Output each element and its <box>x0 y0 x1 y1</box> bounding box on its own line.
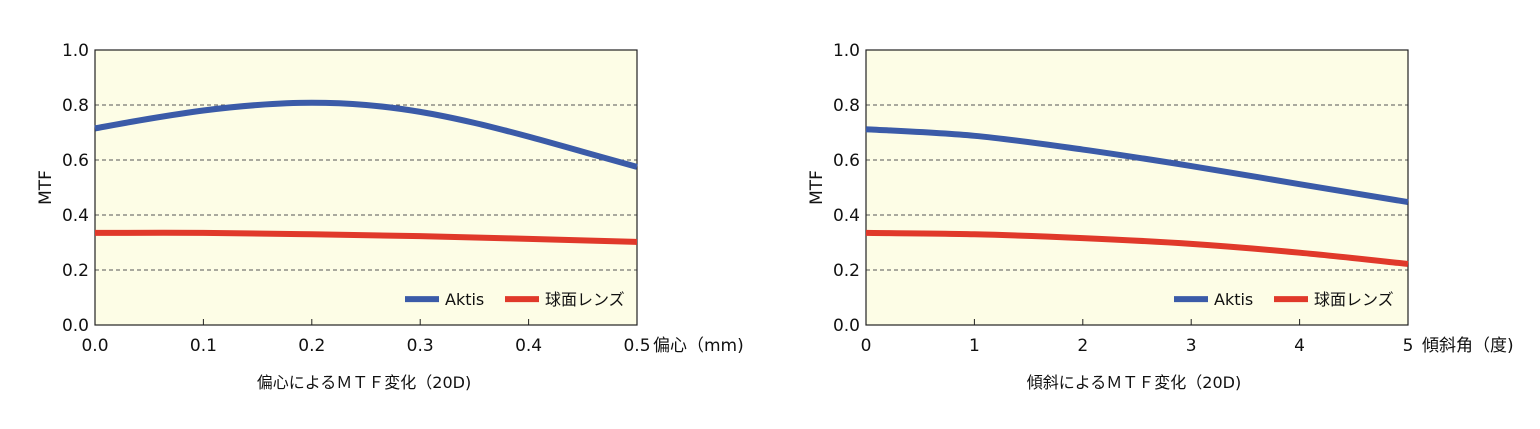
series-line-aktis <box>94 99 638 170</box>
plot-frame <box>94 49 638 326</box>
x-axis-label: 傾斜角（度) <box>1422 336 1514 356</box>
y-tick-label: 0.2 <box>62 261 89 281</box>
x-tick-label: 0.3 <box>407 336 434 356</box>
legend-label: 球面レンズ <box>545 290 625 309</box>
chart-caption: 傾斜によるＭＴＦ変化（20D) <box>1027 373 1241 392</box>
x-tick-label: 3 <box>1186 336 1197 356</box>
y-tick-label: 0.2 <box>833 261 860 281</box>
chart-2: 0.0 0.2 0.4 0.6 0.8 1.0 0 1 2 3 4 5 Aktis 球面レンズ傾斜角（度)… <box>807 41 1514 392</box>
y-tick-label: 0.4 <box>833 206 860 226</box>
x-tick-label: 4 <box>1294 336 1305 356</box>
x-tick-label: 2 <box>1077 336 1088 356</box>
y-tick-label: 0.8 <box>833 96 860 116</box>
y-tick-label: 1.0 <box>833 41 860 61</box>
x-axis-label: 偏心（mm) <box>653 336 744 356</box>
y-tick-label: 0.6 <box>833 151 860 171</box>
chart-caption: 偏心によるＭＴＦ変化（20D) <box>257 373 471 392</box>
y-tick-label: 0.0 <box>833 316 860 336</box>
series-line-spherical-lens <box>94 229 638 245</box>
chart-1: 0.0 0.2 0.4 0.6 0.8 1.0 0.0 0.1 0.2 0.3 0.4 0.5 Akti… <box>36 41 744 392</box>
y-tick-label: 0.6 <box>62 151 89 171</box>
series-line-spherical-lens <box>865 229 1409 267</box>
legend: Aktis 球面レンズ <box>1174 290 1394 309</box>
legend-label: Aktis <box>445 290 484 309</box>
y-tick-label: 0.4 <box>62 206 89 226</box>
x-tick-label: 0.0 <box>81 336 108 356</box>
y-axis-label: MTF <box>36 170 56 205</box>
y-axis-label: MTF <box>807 170 827 205</box>
x-tick-label: 0.2 <box>298 336 325 356</box>
x-tick-label: 0.1 <box>190 336 217 356</box>
x-tick-label: 5 <box>1403 336 1414 356</box>
x-tick-label: 1 <box>969 336 980 356</box>
x-tick-label: 0 <box>861 336 872 356</box>
legend: Aktis 球面レンズ <box>405 290 625 309</box>
x-tick-label: 0.5 <box>623 336 650 356</box>
series-line-aktis <box>865 126 1409 206</box>
plot-area <box>95 50 637 325</box>
y-tick-label: 1.0 <box>62 41 89 61</box>
y-tick-label: 0.0 <box>62 316 89 336</box>
legend-label: 球面レンズ <box>1314 290 1394 309</box>
x-tick-label: 0.4 <box>515 336 542 356</box>
legend-label: Aktis <box>1214 290 1253 309</box>
plot-frame <box>865 49 1409 326</box>
y-tick-label: 0.8 <box>62 96 89 116</box>
